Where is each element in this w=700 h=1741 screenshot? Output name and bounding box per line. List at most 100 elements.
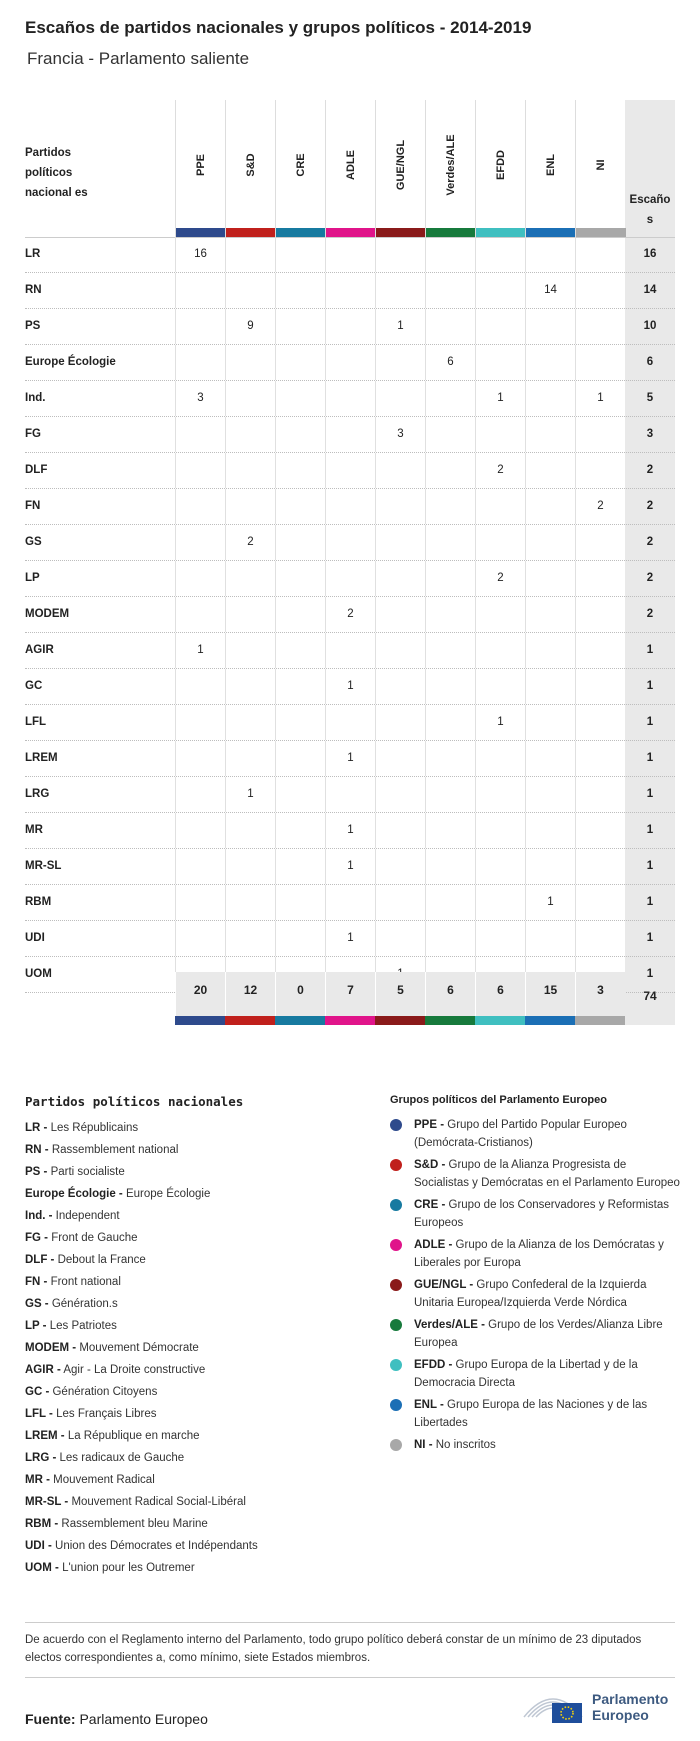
party-legend-name: Les Patriotes [49, 1320, 117, 1332]
seat-cell [325, 633, 375, 668]
political-groups-legend: Grupos políticos del Parlamento Europeo … [390, 1094, 680, 1458]
group-legend-abbr: Verdes/ALE - [414, 1319, 485, 1331]
table-body: LR 16 16 RN 14 14 PS 9 1 10 Europe Écologie 6 6 Ind. 3… [25, 237, 675, 993]
party-name: AGIR [25, 644, 54, 656]
row-total: 14 [643, 284, 657, 296]
group-legend-abbr: PPE - [414, 1119, 445, 1131]
seat-cell [325, 525, 375, 560]
group-name: ADLE [345, 150, 357, 180]
party-legend-name: Mouvement Démocrate [79, 1342, 199, 1354]
seat-cell [375, 669, 425, 704]
group-total: 20 [175, 972, 225, 1016]
seat-cell [375, 453, 425, 488]
table-row: Europe Écologie 6 6 [25, 345, 675, 381]
seat-cell [425, 381, 475, 416]
party-legend-abbr: Europe Écologie - [25, 1188, 123, 1200]
seat-cell [425, 741, 475, 776]
seat-cell [175, 561, 225, 596]
seat-cell [525, 741, 575, 776]
seat-cell [525, 561, 575, 596]
seat-cell [525, 597, 575, 632]
table-row: LRG 1 1 [25, 777, 675, 813]
seat-cell: 2 [475, 561, 525, 596]
seat-cell [525, 669, 575, 704]
group-legend-name: Grupo de la Alianza Progresista de Socia… [414, 1159, 680, 1189]
group-legend-name: Grupo de los Conservadores y Reformistas… [414, 1199, 670, 1229]
seat-cell: 14 [525, 273, 575, 308]
national-parties-legend-title: Partidos políticos nacionales [25, 1094, 244, 1109]
party-legend-abbr: LREM - [25, 1430, 65, 1442]
party-legend-item: LFL - Les Français Libres [25, 1403, 365, 1425]
seat-cell [225, 921, 275, 956]
party-legend-item: LREM - La République en marche [25, 1425, 365, 1447]
table-row: PS 9 1 10 [25, 309, 675, 345]
group-color-bar [576, 228, 626, 237]
table-row: GC 1 1 [25, 669, 675, 705]
group-color-bar [175, 1016, 225, 1025]
group-legend-item: EFDD - Grupo Europa de la Libertad y de … [390, 1356, 680, 1392]
group-legend-item: PPE - Grupo del Partido Popular Europeo … [390, 1116, 680, 1152]
seat-cell: 1 [525, 885, 575, 920]
party-legend-name: Debout la France [57, 1254, 146, 1266]
row-total: 3 [646, 428, 654, 440]
group-total: 15 [525, 972, 575, 1016]
group-color-dot-icon [390, 1159, 402, 1171]
seat-cell [325, 705, 375, 740]
row-total: 1 [646, 680, 654, 692]
seat-cell [175, 669, 225, 704]
table-row: MODEM 2 2 [25, 597, 675, 633]
row-total: 1 [646, 716, 654, 728]
seat-cell [225, 417, 275, 452]
seat-cell [425, 273, 475, 308]
party-legend-item: LR - Les Républicains [25, 1117, 365, 1139]
seat-cell [375, 705, 425, 740]
seat-cell [425, 705, 475, 740]
group-total: 12 [225, 972, 275, 1016]
group-column-header: Verdes/ALE [425, 100, 476, 237]
seat-cell [175, 489, 225, 524]
party-legend-item: UDI - Union des Démocrates et Indépendan… [25, 1535, 365, 1557]
seat-cell [375, 273, 425, 308]
seat-cell [325, 885, 375, 920]
party-name: UDI [25, 932, 45, 944]
party-legend-item: LP - Les Patriotes [25, 1315, 365, 1337]
party-legend-abbr: MODEM - [25, 1342, 77, 1354]
group-legend-abbr: S&D - [414, 1159, 446, 1171]
seat-cell: 1 [225, 777, 275, 812]
table-row: MR 1 1 [25, 813, 675, 849]
party-legend-name: Parti socialiste [50, 1166, 125, 1178]
row-total: 10 [643, 320, 657, 332]
seat-cell [375, 849, 425, 884]
group-column-header: NI [575, 100, 626, 237]
row-total: 1 [646, 968, 654, 980]
seat-cell [275, 453, 325, 488]
table-row: LR 16 16 [25, 237, 675, 273]
party-name: RBM [25, 896, 52, 908]
seat-cell [325, 345, 375, 380]
party-legend-name: Les Français Libres [56, 1408, 157, 1420]
group-total: 0 [275, 972, 325, 1016]
table-header: Partidos políticos nacional es Escaño s … [25, 100, 675, 238]
seat-cell [575, 561, 625, 596]
seat-cell [375, 381, 425, 416]
row-total: 1 [646, 860, 654, 872]
group-legend-abbr: ADLE - [414, 1239, 453, 1251]
party-name: GC [25, 680, 43, 692]
seat-cell [225, 633, 275, 668]
party-legend-abbr: MR-SL - [25, 1496, 69, 1508]
group-total: 5 [375, 972, 425, 1016]
table-row: LREM 1 1 [25, 741, 675, 777]
national-parties-legend: Partidos políticos nacionales LR - Les R… [25, 1094, 365, 1579]
seat-cell [175, 345, 225, 380]
seat-cell [175, 309, 225, 344]
seat-cell: 1 [325, 813, 375, 848]
seat-cell [425, 561, 475, 596]
row-total: 1 [646, 896, 654, 908]
group-color-bar [476, 228, 526, 237]
seat-cell [575, 597, 625, 632]
group-name: ENL [545, 154, 557, 176]
party-legend-item: LRG - Les radicaux de Gauche [25, 1447, 365, 1469]
party-name: LFL [25, 716, 47, 728]
seat-cell [425, 633, 475, 668]
group-legend-abbr: CRE - [414, 1199, 446, 1211]
